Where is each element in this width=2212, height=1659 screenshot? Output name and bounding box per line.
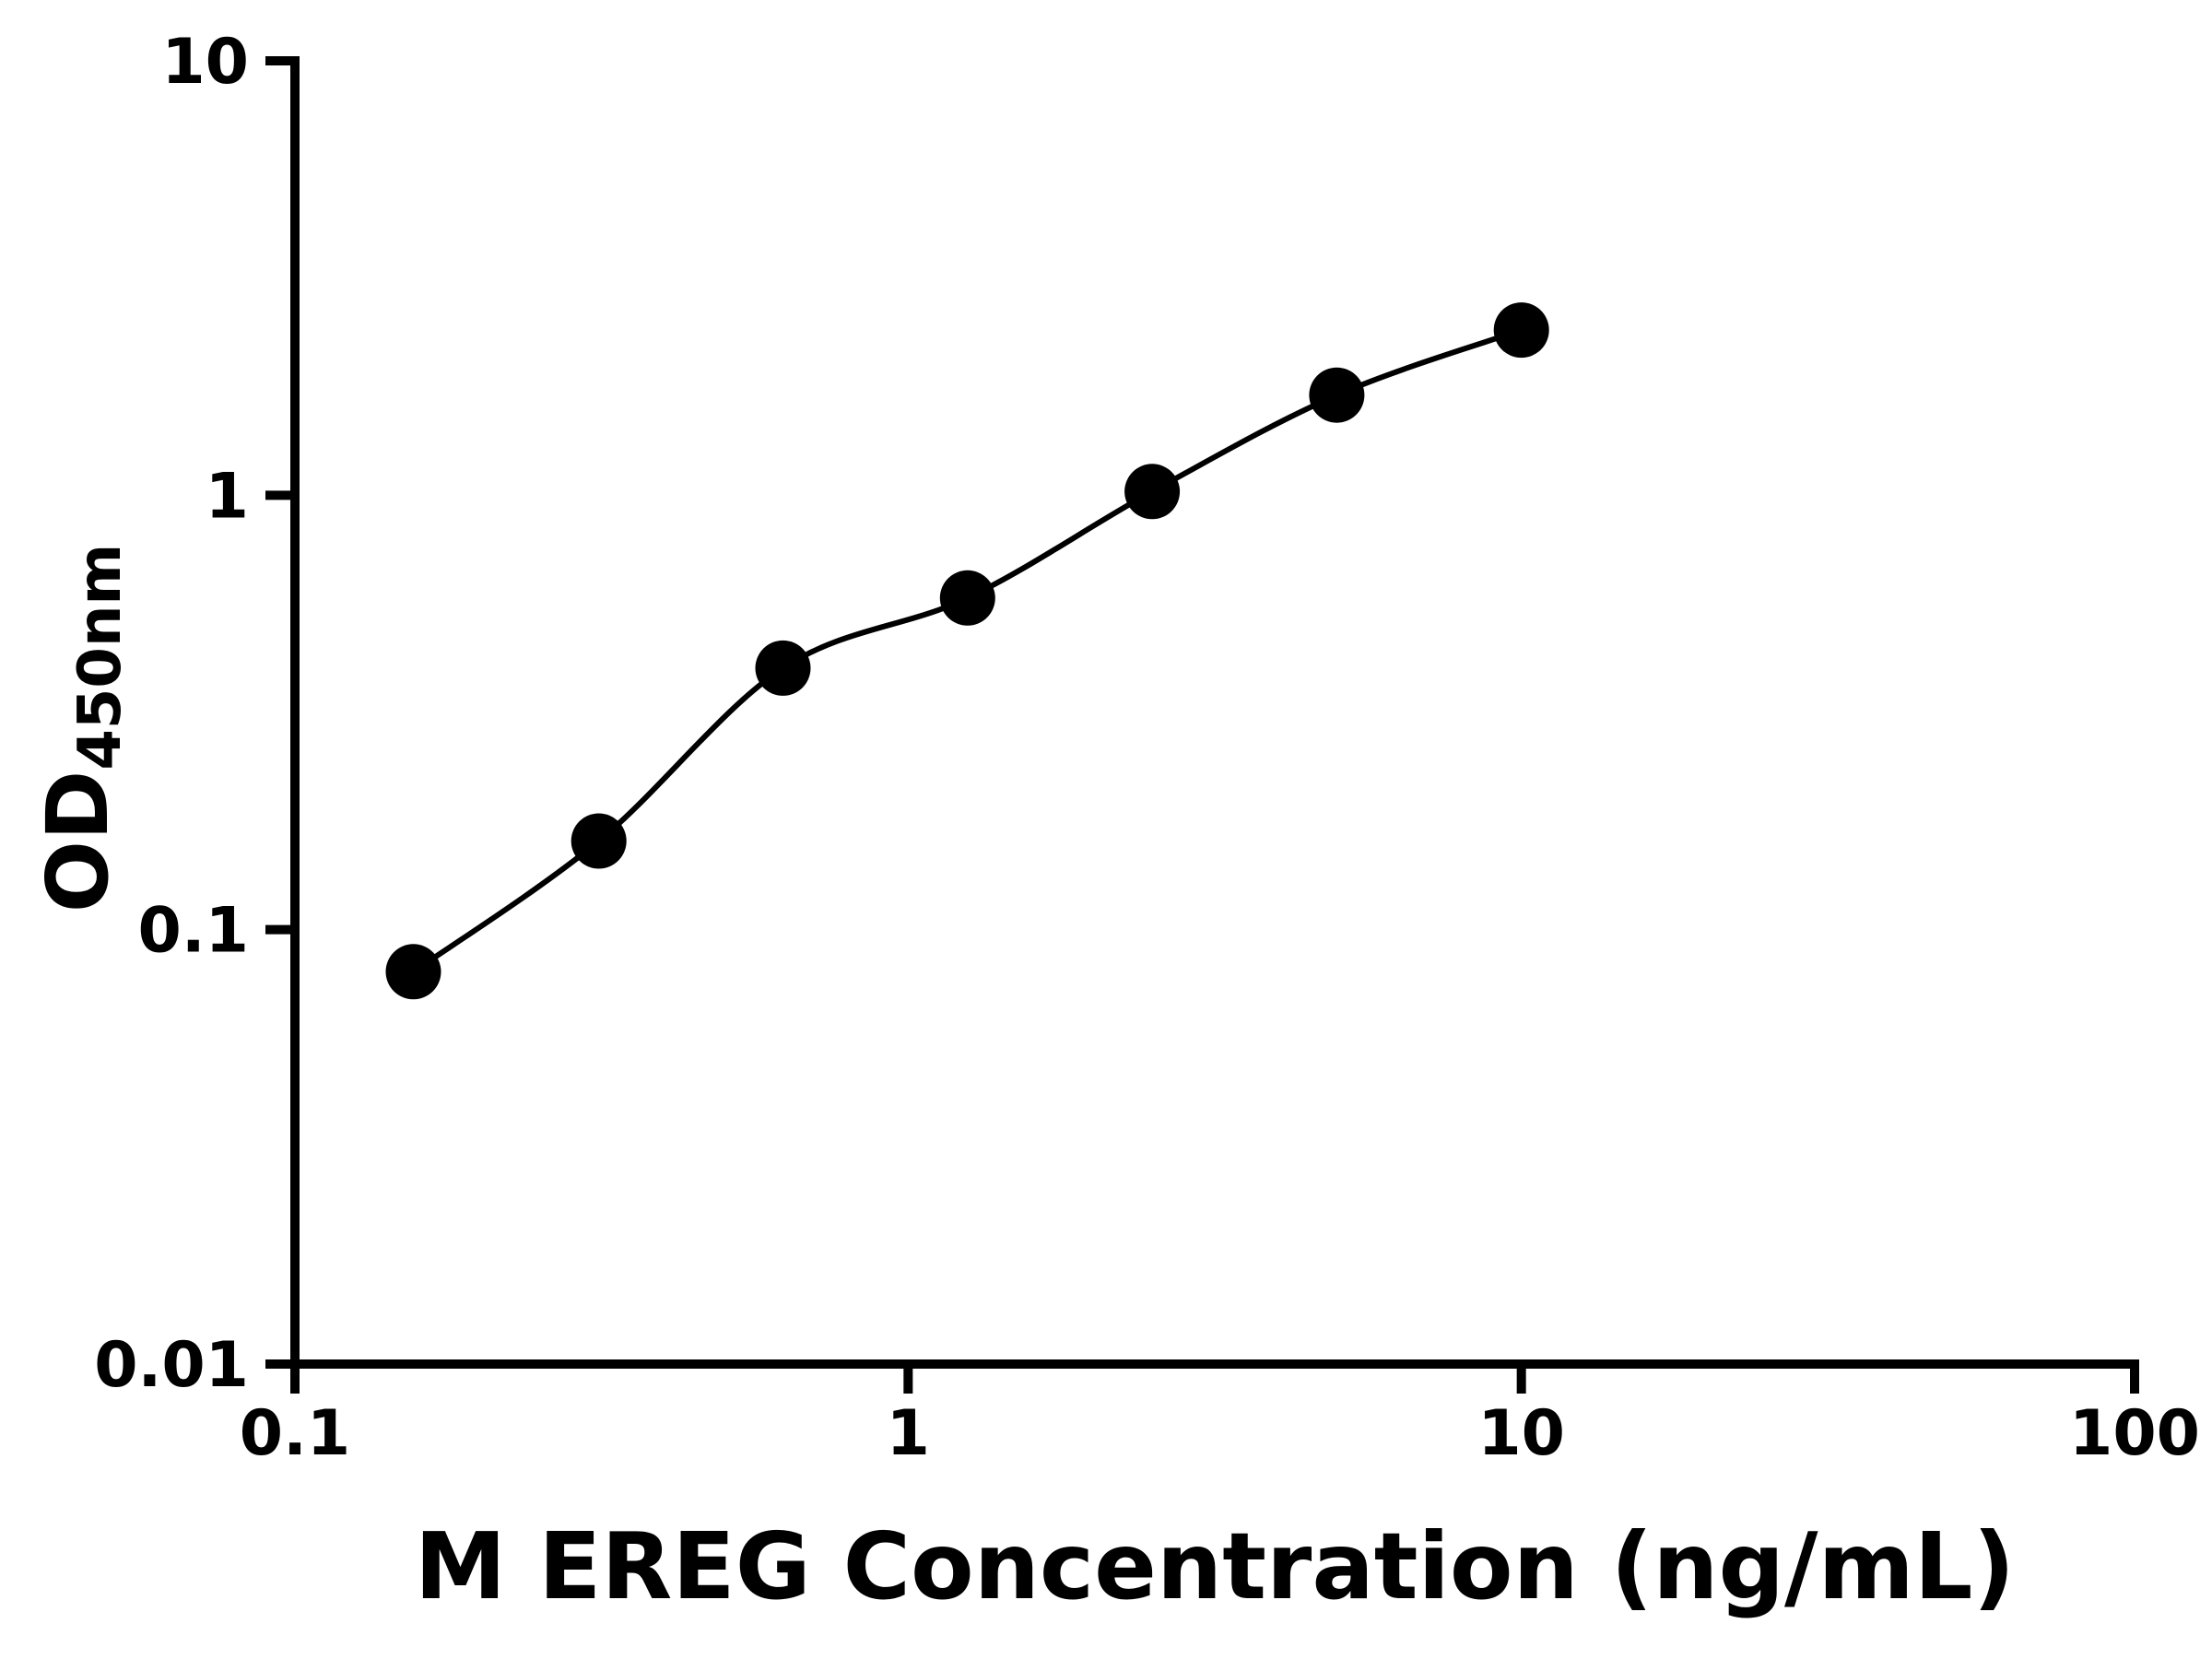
x-tick-label: 1 [887,1397,930,1470]
y-axis-title: OD450nm [29,544,135,912]
data-point [939,570,995,626]
x-axis-title: M EREG Concentration (ng/mL) [414,1512,2016,1620]
y-tick-label: 1 [206,460,249,533]
data-point [1124,464,1181,520]
fit-curve [411,327,1523,974]
y-tick-label: 0.01 [94,1329,249,1402]
x-tick-label: 100 [2069,1397,2200,1470]
x-tick-label: 10 [1477,1397,1565,1470]
data-point [571,813,627,869]
data-point [1309,367,1365,423]
y-tick-label: 0.1 [138,895,249,968]
data-point [385,944,441,1000]
x-tick-label: 0.1 [240,1397,350,1470]
y-tick-label: 10 [161,26,249,99]
y-axis-title-text: OD [28,770,127,913]
data-point [1493,302,1549,359]
data-point [755,640,811,696]
y-axis-title-subscript: 450nm [66,543,135,771]
